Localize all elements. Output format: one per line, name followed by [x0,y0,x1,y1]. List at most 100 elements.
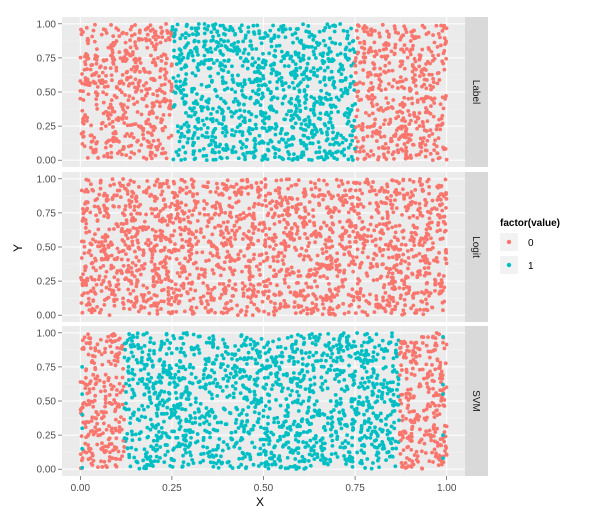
point [99,240,104,245]
point [183,269,187,274]
point [307,200,312,204]
point [330,230,335,235]
point [402,311,407,316]
point [103,389,108,393]
point [312,34,317,39]
point [398,296,403,301]
point [79,27,83,32]
point [153,199,157,203]
point [351,298,356,303]
point [184,72,189,76]
point [404,149,409,154]
point [169,351,174,356]
point [274,70,279,75]
point [156,459,160,464]
point [321,251,325,256]
point [331,142,336,147]
point [397,285,402,290]
point [315,129,319,134]
point [88,145,93,150]
point [308,69,313,74]
facet-strip [465,172,488,322]
point [410,69,415,74]
point [91,286,96,291]
point [409,118,413,123]
point [358,286,363,291]
point [251,204,256,209]
point [238,213,243,217]
point [265,358,270,363]
point [440,280,444,285]
point [379,382,383,386]
point [95,428,99,433]
point [173,242,177,247]
point [155,99,159,104]
point [214,200,219,205]
point [226,39,230,43]
point [191,232,196,237]
point [249,300,254,305]
point [138,211,142,216]
point [114,284,119,289]
point [311,214,316,219]
point [202,31,207,36]
point [210,148,215,152]
point [124,233,128,237]
point [389,136,393,141]
point [80,72,84,76]
point [225,345,230,350]
point [363,110,368,115]
point [109,253,114,258]
point [225,86,230,91]
point [222,39,227,44]
point [281,54,285,59]
point [417,111,422,115]
point [324,249,329,254]
point [234,214,239,219]
point [205,299,209,304]
point [187,242,192,247]
point [155,93,160,98]
point [352,146,357,151]
point [288,290,293,295]
point [318,265,323,270]
point [430,305,435,310]
point [263,193,268,198]
point [234,219,239,224]
point [104,92,109,97]
point [346,145,351,150]
point [266,340,271,345]
point [110,292,114,296]
point [415,225,419,230]
point [251,150,256,155]
point [260,228,265,233]
point [114,375,119,380]
point [251,216,256,221]
point [81,211,86,216]
point [343,188,347,193]
point [261,408,266,413]
point [309,187,314,192]
point [158,104,162,109]
point [260,299,265,304]
point [438,228,442,233]
point [181,453,185,458]
point [218,61,223,66]
point [141,97,146,102]
point [381,47,386,52]
point [175,212,180,216]
point [230,128,235,132]
point [179,158,184,162]
point [88,133,93,138]
point [377,132,381,136]
point [191,140,196,145]
facet-strip-label: SVM [470,390,481,412]
point [166,310,171,315]
point [274,272,279,277]
point [273,188,278,193]
point [222,99,226,104]
point [304,146,309,151]
point [424,297,428,302]
point [407,113,412,117]
point [144,212,148,217]
